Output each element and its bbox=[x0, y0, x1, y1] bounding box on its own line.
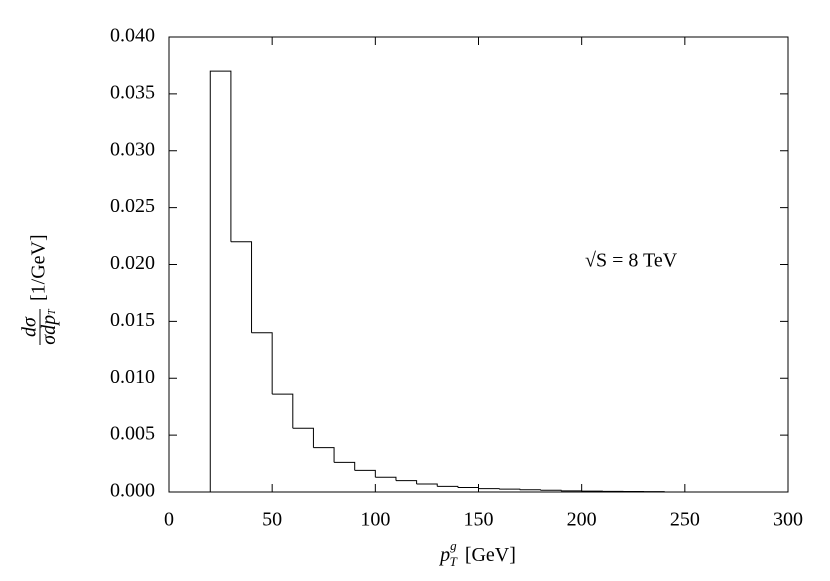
x-tick-label: 150 bbox=[464, 509, 494, 531]
y-label-denominator-sub: T bbox=[47, 308, 58, 315]
histogram-bin bbox=[540, 489, 562, 491]
histogram-bin bbox=[334, 461, 356, 471]
x-label-sub: T bbox=[450, 554, 458, 569]
x-tick-label: 0 bbox=[164, 509, 174, 531]
x-tick-label: 100 bbox=[360, 509, 390, 531]
y-tick-label: 0.000 bbox=[110, 480, 155, 502]
x-tick-label: 50 bbox=[262, 509, 282, 531]
x-tick-label: 250 bbox=[670, 509, 700, 531]
histogram-bin bbox=[519, 489, 541, 491]
histogram-bin bbox=[230, 241, 253, 333]
histogram-bin bbox=[375, 476, 397, 481]
x-label-base: p bbox=[438, 544, 450, 566]
y-tick-label: 0.015 bbox=[110, 309, 155, 331]
y-label-numerator: dσ bbox=[19, 316, 41, 337]
histogram-bin bbox=[251, 332, 273, 395]
x-label-unit: [GeV] bbox=[465, 544, 516, 566]
y-tick-label: 0.040 bbox=[110, 25, 155, 47]
histogram-bin bbox=[457, 486, 479, 489]
y-label-denominator-main: σdp bbox=[38, 315, 60, 345]
y-tick-label: 0.020 bbox=[110, 252, 155, 274]
y-tick-label: 0.035 bbox=[110, 81, 155, 103]
histogram-bin bbox=[292, 427, 314, 448]
histogram-bin bbox=[313, 447, 335, 463]
y-tick-label: 0.010 bbox=[110, 366, 155, 388]
histogram-bin bbox=[354, 469, 376, 478]
histogram-bin bbox=[395, 480, 418, 485]
x-tick-label: 300 bbox=[773, 509, 803, 531]
histogram-bin bbox=[209, 70, 232, 492]
plot-frame bbox=[168, 36, 789, 493]
y-axis-label: dσ σdpT [1/GeV] bbox=[19, 234, 60, 345]
x-axis-label: pg T [GeV] bbox=[438, 538, 516, 569]
y-tick-label: 0.030 bbox=[110, 138, 155, 160]
histogram-bin bbox=[416, 483, 438, 487]
histogram-bin bbox=[478, 488, 500, 490]
histogram-bin bbox=[437, 485, 459, 488]
y-tick-label: 0.025 bbox=[110, 195, 155, 217]
y-label-unit: [1/GeV] bbox=[28, 234, 50, 301]
histogram-bin bbox=[499, 488, 521, 490]
x-label-sup: g bbox=[450, 538, 457, 553]
histogram-bin bbox=[272, 393, 294, 429]
y-label-denominator: σdpT bbox=[38, 308, 60, 345]
y-tick-label: 0.005 bbox=[110, 423, 155, 445]
x-tick-label: 200 bbox=[567, 509, 597, 531]
annotation: √S = 8 TeV bbox=[585, 250, 678, 272]
